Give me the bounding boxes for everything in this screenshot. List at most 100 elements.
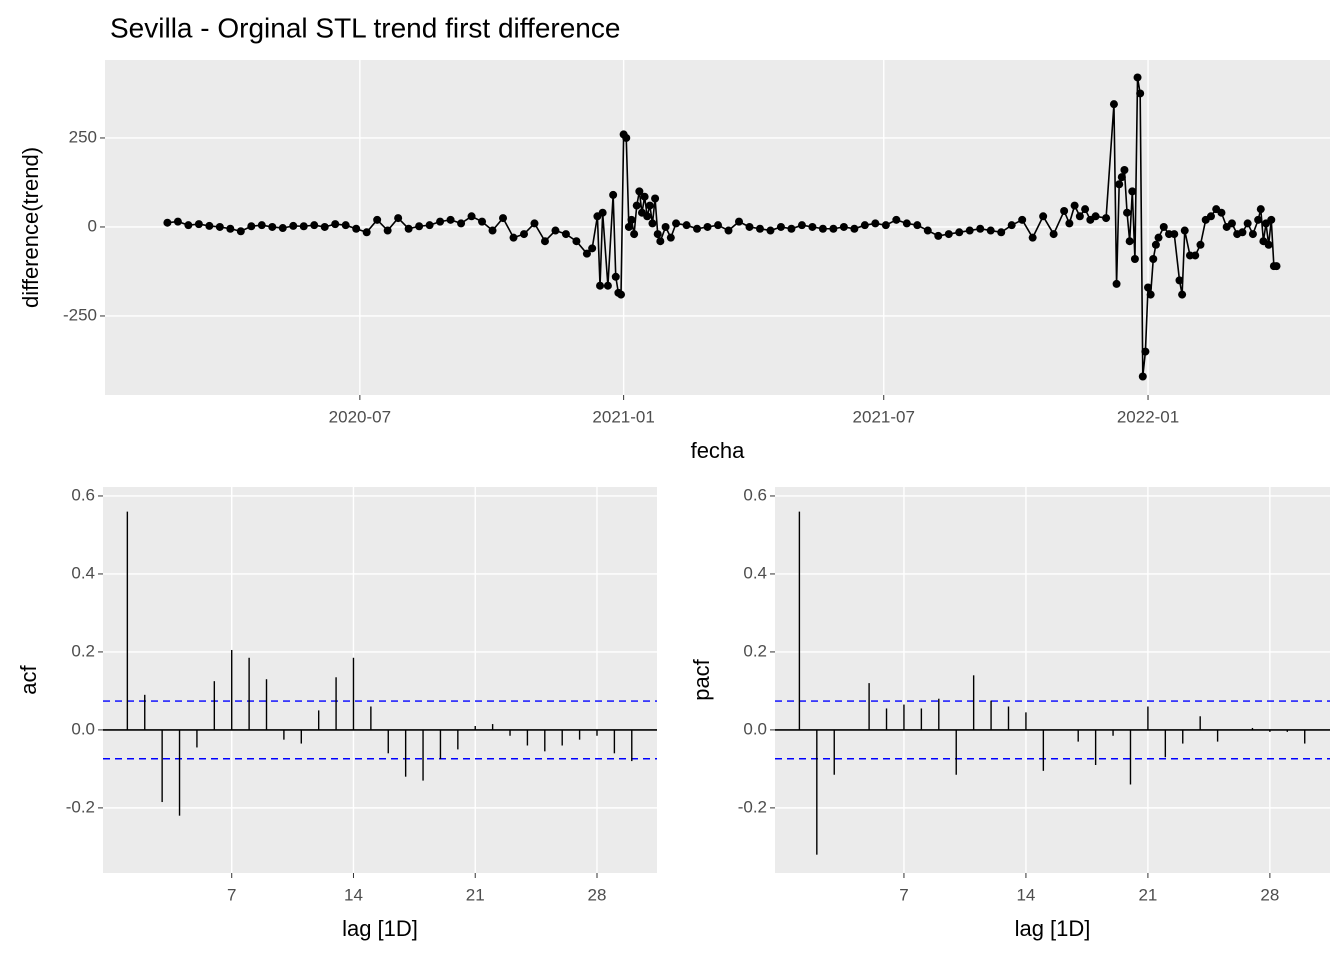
point xyxy=(1065,219,1074,228)
point xyxy=(913,221,922,230)
point xyxy=(1159,222,1168,231)
point xyxy=(415,222,424,231)
point xyxy=(1128,187,1137,196)
point xyxy=(666,233,675,242)
y-tick-label: -0.2 xyxy=(66,797,95,816)
point xyxy=(653,230,662,239)
point xyxy=(1130,255,1139,264)
point xyxy=(383,226,392,235)
point xyxy=(672,219,681,228)
point xyxy=(1136,89,1145,98)
point xyxy=(1125,237,1134,246)
point xyxy=(818,224,827,233)
point xyxy=(310,221,319,230)
point xyxy=(519,230,528,239)
y-tick-label: 0.2 xyxy=(743,641,767,660)
point xyxy=(394,214,403,223)
y-tick-label: 0 xyxy=(88,216,97,235)
y-tick-label: 0.2 xyxy=(71,641,95,660)
point xyxy=(1238,228,1247,237)
y-tick-label: 0.0 xyxy=(71,719,95,738)
point xyxy=(478,217,487,226)
point xyxy=(1264,240,1273,249)
x-tick-label: 7 xyxy=(227,885,236,904)
y-axis-title: difference(trend) xyxy=(18,147,43,308)
point xyxy=(735,217,744,226)
point xyxy=(643,212,652,221)
point xyxy=(163,218,172,227)
point xyxy=(1267,215,1276,224)
point xyxy=(598,208,607,217)
point xyxy=(850,224,859,233)
y-tick-label: 0.6 xyxy=(743,485,767,504)
point xyxy=(1039,212,1048,221)
point xyxy=(373,215,382,224)
point xyxy=(648,219,657,228)
point xyxy=(766,226,775,235)
x-tick-label: 2020-07 xyxy=(329,407,391,426)
point xyxy=(693,224,702,233)
point xyxy=(540,237,549,246)
point xyxy=(194,220,203,229)
point xyxy=(724,226,733,235)
point xyxy=(630,230,639,239)
point xyxy=(289,221,298,230)
point xyxy=(839,222,848,231)
point xyxy=(776,222,785,231)
point xyxy=(436,217,445,226)
point xyxy=(624,222,633,231)
point xyxy=(362,228,371,237)
point xyxy=(499,214,508,223)
point xyxy=(609,190,618,199)
point xyxy=(1115,180,1124,189)
point xyxy=(1256,205,1265,214)
point xyxy=(934,231,943,240)
point xyxy=(509,233,518,242)
point xyxy=(1109,100,1118,109)
point xyxy=(1091,212,1100,221)
point xyxy=(808,222,817,231)
point xyxy=(645,201,654,210)
point xyxy=(965,226,974,235)
x-tick-label: 21 xyxy=(1138,885,1157,904)
point xyxy=(1102,214,1111,223)
point xyxy=(1075,212,1084,221)
point xyxy=(268,222,277,231)
y-tick-label: -250 xyxy=(63,305,97,324)
point xyxy=(299,222,308,231)
plot-background xyxy=(775,487,1330,873)
point xyxy=(1138,372,1147,381)
x-tick-label: 28 xyxy=(588,885,607,904)
y-axis-title: pacf xyxy=(689,658,714,700)
point xyxy=(1018,215,1027,224)
point xyxy=(1070,201,1079,210)
point xyxy=(278,224,287,233)
x-tick-label: 2021-07 xyxy=(853,407,915,426)
point xyxy=(184,221,193,230)
point xyxy=(627,215,636,224)
point xyxy=(622,133,631,142)
point xyxy=(656,237,665,246)
point xyxy=(703,222,712,231)
point xyxy=(1248,230,1257,239)
point xyxy=(247,222,256,231)
point xyxy=(1170,230,1179,239)
point xyxy=(1028,233,1037,242)
chart-title: Sevilla - Orginal STL trend first differ… xyxy=(110,12,620,43)
point xyxy=(488,226,497,235)
point xyxy=(1049,230,1058,239)
point xyxy=(1272,262,1281,271)
point xyxy=(955,228,964,237)
point xyxy=(236,227,245,236)
point xyxy=(205,221,214,230)
x-tick-label: 14 xyxy=(344,885,363,904)
y-tick-label: 0.0 xyxy=(743,719,767,738)
x-tick-label: 2022-01 xyxy=(1117,407,1179,426)
x-tick-label: 14 xyxy=(1016,885,1035,904)
point xyxy=(582,249,591,258)
point xyxy=(632,201,641,210)
point xyxy=(331,220,340,229)
point xyxy=(745,222,754,231)
